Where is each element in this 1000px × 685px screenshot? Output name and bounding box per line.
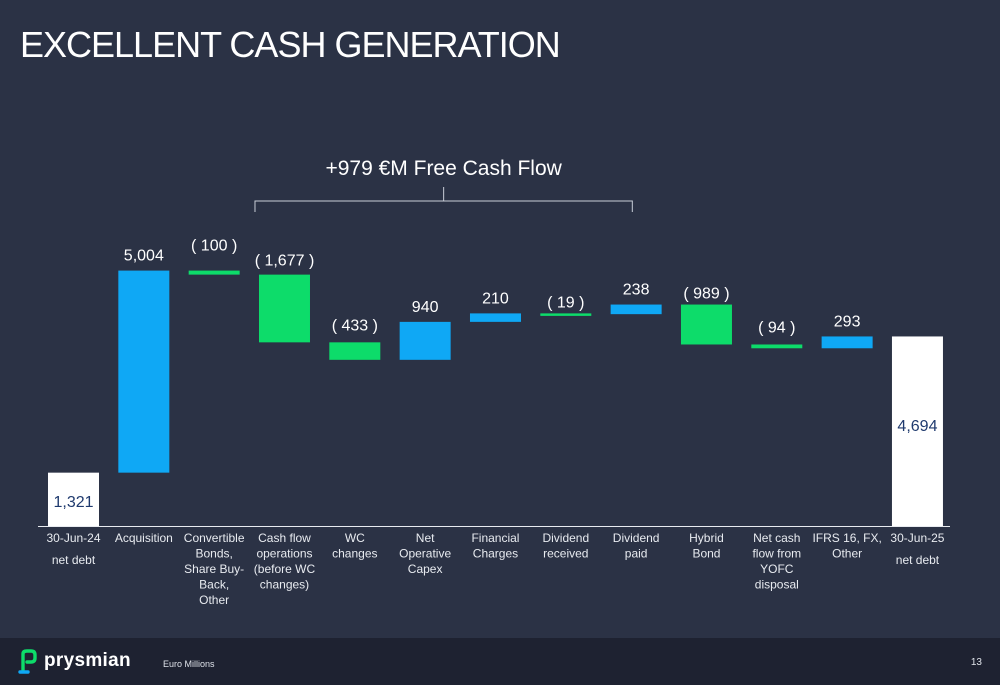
value-label-13: 4,694 xyxy=(897,418,937,435)
bar-8 xyxy=(540,313,592,316)
value-label-5: ( 433 ) xyxy=(332,317,378,334)
bars-group xyxy=(48,270,943,526)
value-label-6: 940 xyxy=(412,299,439,316)
value-label-7: 210 xyxy=(482,290,509,307)
category-label-13: 30-Jun-25 net debt xyxy=(890,531,944,567)
logo-text: prysmian xyxy=(44,650,131,671)
bar-2 xyxy=(118,270,170,473)
annotation-bracket xyxy=(254,187,633,212)
prysmian-logo: prysmian xyxy=(18,648,131,674)
annotation-text: +979 €M Free Cash Flow xyxy=(325,157,562,180)
category-label-2: Acquisition xyxy=(115,531,173,545)
bar-4 xyxy=(258,274,310,343)
value-label-2: 5,004 xyxy=(124,248,164,265)
value-labels-group: 1,321 5,004 ( 100 ) ( 1,677 ) ( 433 ) 940 210 (… xyxy=(53,238,937,511)
bar-7 xyxy=(469,313,521,322)
free-cash-flow-annotation: +979 €M Free Cash Flow xyxy=(254,157,633,212)
category-label-11: Net cash flow from YOFC disposal xyxy=(752,531,801,592)
category-label-10: Hybrid Bond xyxy=(689,531,724,561)
footer-bar xyxy=(0,638,1000,685)
category-label-9: Dividend paid xyxy=(613,531,660,561)
category-label-12: IFRS 16, FX, Other xyxy=(812,531,881,561)
slide-title: EXCELLENT CASH GENERATION xyxy=(20,24,561,65)
page-number: 13 xyxy=(970,657,982,668)
bar-6 xyxy=(399,321,451,360)
value-label-8: ( 19 ) xyxy=(547,294,584,311)
category-label-3: Convertible Bonds, Share Buy-Back, Other xyxy=(184,531,245,607)
bar-10 xyxy=(680,304,732,345)
value-label-4: ( 1,677 ) xyxy=(255,253,315,270)
category-label-6: Net Operative Capex xyxy=(399,531,451,576)
bar-5 xyxy=(329,342,381,360)
bar-1 xyxy=(48,472,99,526)
bar-12 xyxy=(821,336,873,349)
value-label-10: ( 989 ) xyxy=(683,286,729,303)
value-label-11: ( 94 ) xyxy=(758,319,795,336)
bar-13 xyxy=(891,336,943,526)
category-label-8: Dividend received xyxy=(542,531,589,561)
value-label-3: ( 100 ) xyxy=(191,238,237,255)
bar-3 xyxy=(188,270,240,275)
units-note: Euro Millions xyxy=(163,659,215,669)
waterfall-chart: +979 €M Free Cash Flow 1,321 5,004 ( 100 )… xyxy=(38,157,950,607)
category-label-5: WC changes xyxy=(332,531,377,561)
value-label-9: 238 xyxy=(623,282,650,299)
category-label-4: Cash flow operations (before WC changes) xyxy=(254,531,316,592)
category-labels-group: 30-Jun-24 net debt Acquisition Convertible B… xyxy=(46,531,944,607)
value-label-12: 293 xyxy=(834,313,861,330)
category-label-1: 30-Jun-24 net debt xyxy=(46,531,100,567)
bar-11 xyxy=(751,344,803,349)
prysmian-logo-icon xyxy=(18,649,37,674)
value-label-1: 1,321 xyxy=(53,494,93,511)
category-label-7: Financial Charges xyxy=(471,531,519,561)
bar-9 xyxy=(610,304,662,315)
